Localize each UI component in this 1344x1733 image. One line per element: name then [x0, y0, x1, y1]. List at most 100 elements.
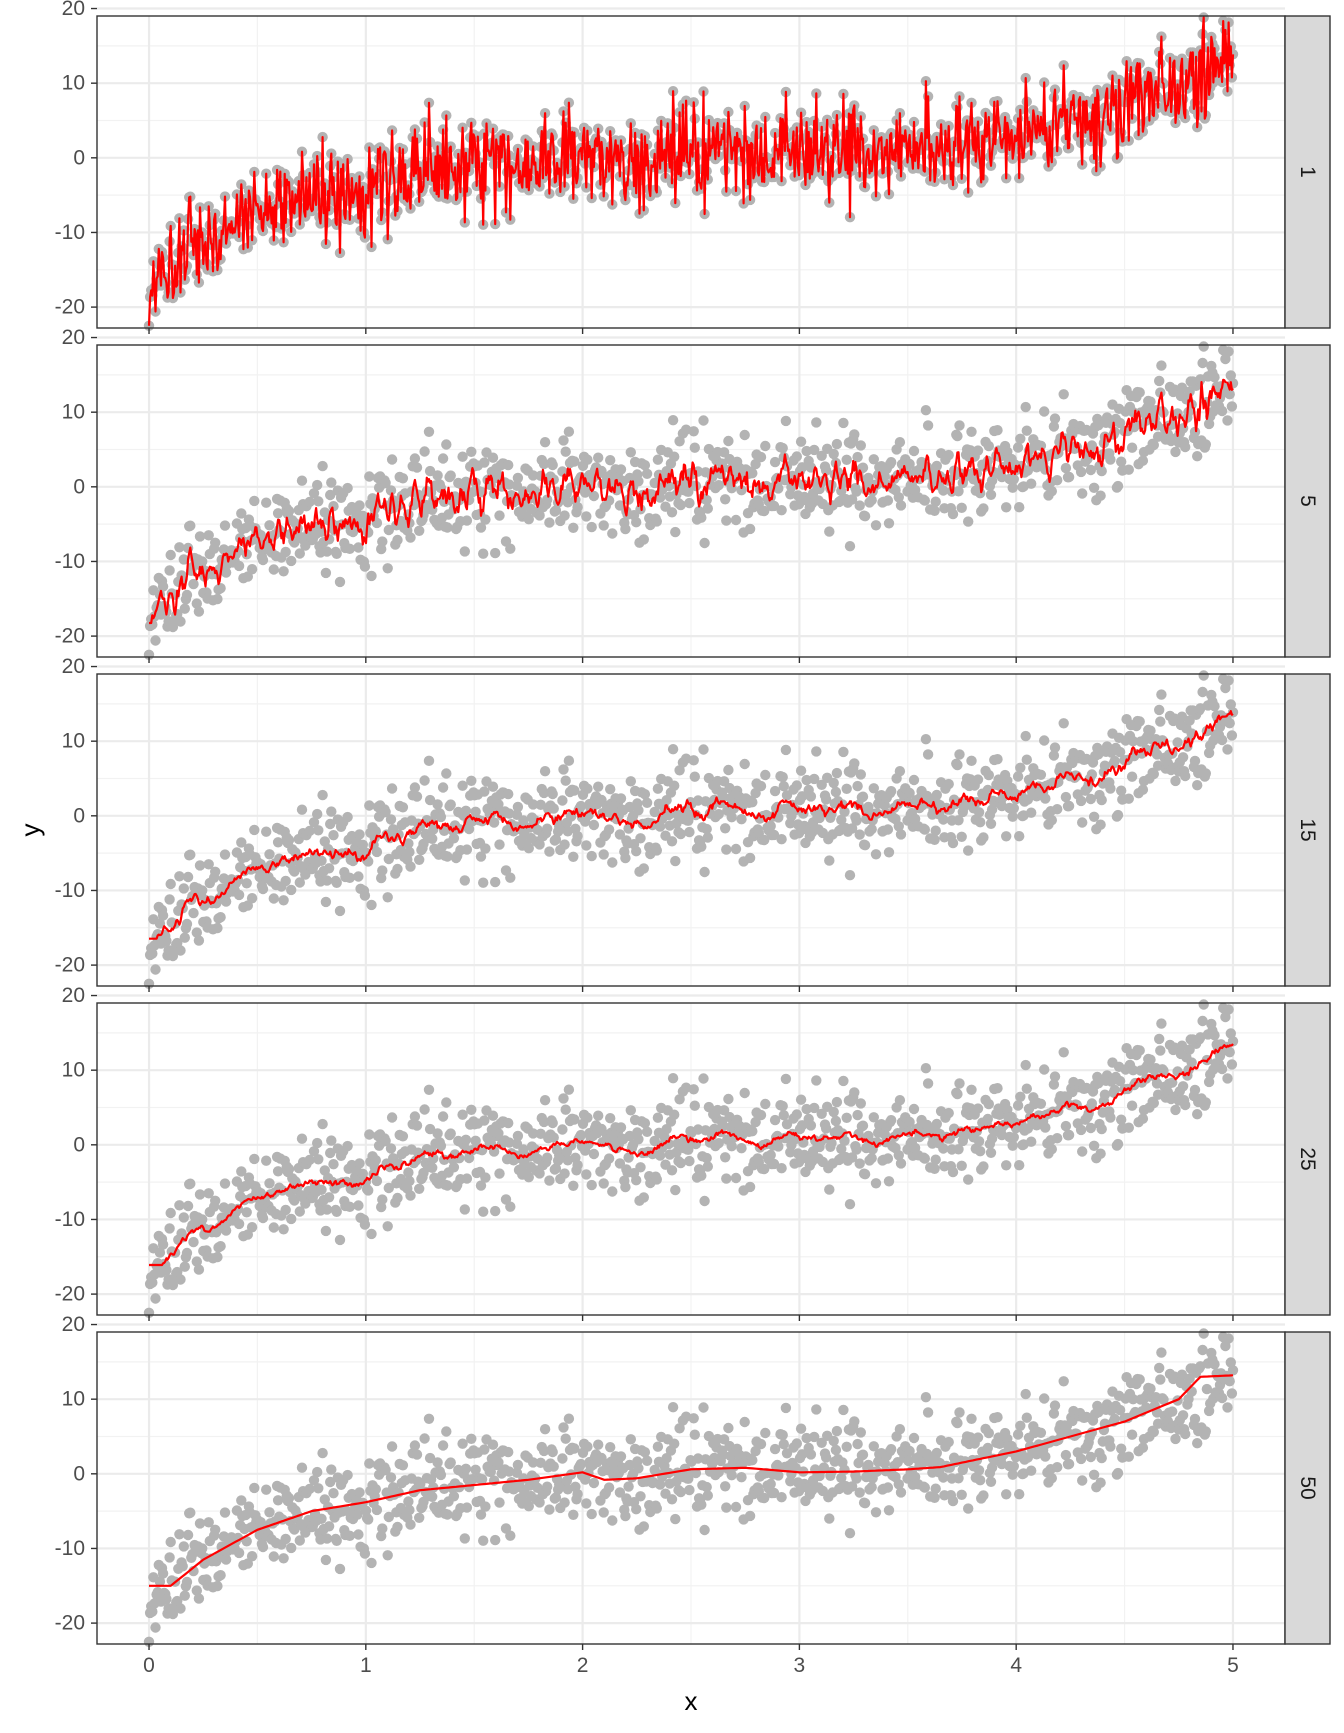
data-point [829, 1436, 839, 1446]
data-point [1156, 360, 1166, 370]
data-point [806, 791, 816, 801]
data-point [593, 1111, 603, 1121]
data-point [957, 1490, 967, 1500]
data-point [1022, 1084, 1032, 1094]
data-point [166, 879, 176, 889]
data-point [1036, 1099, 1046, 1109]
data-point [652, 1503, 662, 1513]
data-point [689, 1084, 699, 1094]
data-point [855, 1487, 865, 1497]
data-point [1087, 440, 1097, 450]
data-point [896, 829, 906, 839]
data-point [180, 1591, 190, 1601]
data-point [194, 935, 204, 945]
data-point [1209, 372, 1219, 382]
data-point [1009, 474, 1019, 484]
data-point [215, 583, 225, 593]
data-point [884, 1176, 894, 1186]
data-point [392, 1522, 402, 1532]
data-point [669, 781, 679, 791]
data-point [1222, 744, 1232, 754]
data-point [542, 1153, 552, 1163]
data-point [760, 1428, 770, 1438]
data-point [150, 1622, 160, 1632]
data-point [1039, 735, 1049, 745]
data-point [269, 564, 279, 574]
data-point [778, 1101, 788, 1111]
data-point [920, 824, 930, 834]
data-point [180, 933, 190, 943]
data-point [684, 498, 694, 508]
data-point [503, 460, 513, 470]
data-point [1040, 464, 1050, 474]
data-point [770, 786, 780, 796]
data-point [284, 1493, 294, 1503]
data-point [698, 1073, 708, 1083]
data-point [286, 885, 296, 895]
data-point [1217, 735, 1227, 745]
data-point [1192, 780, 1202, 790]
data-point [1077, 488, 1087, 498]
data-point [779, 1439, 789, 1449]
data-point [720, 823, 730, 833]
y-tick-label: 0 [73, 146, 85, 169]
data-point [1040, 1122, 1050, 1132]
data-point [419, 446, 429, 456]
data-point [923, 749, 933, 759]
data-point [540, 437, 550, 447]
data-point [185, 521, 195, 531]
data-point [281, 547, 291, 557]
data-point [175, 1603, 185, 1613]
data-point [286, 1214, 296, 1224]
data-point [312, 1138, 322, 1148]
data-point [249, 496, 259, 506]
data-point [616, 793, 626, 803]
data-point [1014, 831, 1024, 841]
data-point [150, 964, 160, 974]
data-point [605, 1113, 615, 1123]
data-point [696, 1171, 706, 1181]
data-point [478, 878, 488, 888]
data-point [494, 1168, 504, 1178]
data-point [387, 783, 397, 793]
data-point [770, 457, 780, 467]
data-point [1039, 406, 1049, 416]
data-point [1170, 1105, 1180, 1115]
data-point [1199, 670, 1209, 680]
data-point [264, 1507, 274, 1517]
data-point [360, 1548, 370, 1558]
data-point [438, 1111, 448, 1121]
data-point [690, 772, 700, 782]
data-point [776, 1492, 786, 1502]
data-point [371, 1155, 381, 1165]
data-point [883, 1482, 893, 1492]
data-point [185, 1508, 195, 1518]
data-point [312, 1467, 322, 1477]
data-point [568, 523, 578, 533]
data-point [860, 840, 870, 850]
data-point [542, 1482, 552, 1492]
data-point [1097, 795, 1107, 805]
data-point [1013, 771, 1023, 781]
data-point [1227, 1059, 1237, 1069]
data-point [513, 1460, 523, 1470]
y-tick-label: 0 [73, 1133, 85, 1156]
data-point [371, 1484, 381, 1494]
data-point [696, 513, 706, 523]
data-point [460, 546, 470, 556]
data-point [871, 520, 881, 530]
data-point [313, 825, 323, 835]
data-point [1009, 803, 1019, 813]
data-point [1015, 434, 1025, 444]
data-point [720, 494, 730, 504]
data-point [383, 892, 393, 902]
data-point [974, 807, 984, 817]
data-point [856, 440, 866, 450]
data-point [212, 1252, 222, 1262]
data-point [689, 426, 699, 436]
data-point [182, 919, 192, 929]
data-point [952, 1089, 962, 1099]
data-point [849, 1416, 859, 1426]
data-point [387, 454, 397, 464]
data-point [623, 1481, 633, 1491]
